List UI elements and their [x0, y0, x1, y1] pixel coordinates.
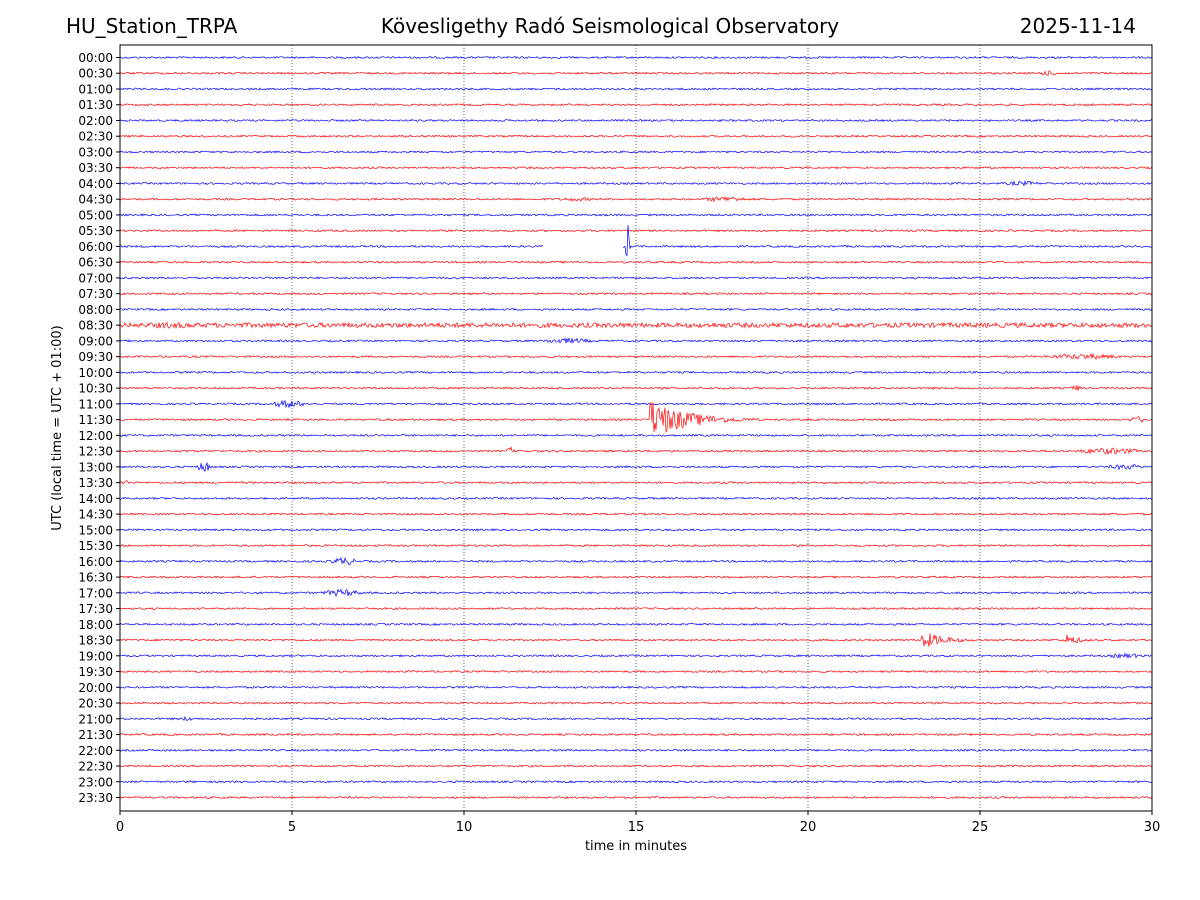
y-tick-label: 21:30	[78, 728, 113, 742]
y-tick-label: 05:30	[78, 224, 113, 238]
y-tick-label: 02:00	[78, 114, 113, 128]
y-tick-label: 17:00	[78, 586, 113, 600]
trace-05-00	[119, 213, 1153, 217]
trace-06-00	[119, 225, 1153, 257]
y-tick-label: 11:00	[78, 397, 113, 411]
trace-11-00	[119, 399, 1153, 408]
y-tick-label: 19:30	[78, 665, 113, 679]
station-title: HU_Station_TRPA	[66, 14, 238, 38]
y-tick-label: 22:30	[78, 760, 113, 774]
y-tick-label: 08:30	[78, 319, 113, 333]
y-tick-label: 12:30	[78, 445, 113, 459]
y-tick-label: 10:30	[78, 382, 113, 396]
trace-13-00	[119, 461, 1153, 472]
y-tick-label: 00:30	[78, 67, 113, 81]
y-tick-label: 06:30	[78, 256, 113, 270]
x-tick-label: 20	[800, 820, 817, 835]
trace-21-30	[119, 732, 1153, 737]
trace-15-00	[119, 528, 1153, 532]
y-tick-label: 07:30	[78, 287, 113, 301]
y-tick-label: 03:30	[78, 161, 113, 175]
y-tick-label: 08:00	[78, 303, 113, 317]
x-tick-label: 25	[972, 820, 989, 835]
x-tick-label: 5	[288, 820, 296, 835]
y-tick-label: 15:00	[78, 523, 113, 537]
y-tick-label: 13:30	[78, 476, 113, 490]
y-tick-label: 16:30	[78, 571, 113, 585]
y-tick-label: 20:00	[78, 681, 113, 695]
y-tick-label: 14:00	[78, 492, 113, 506]
y-tick-label: 04:30	[78, 193, 113, 207]
y-tick-label: 13:00	[78, 460, 113, 474]
trace-21-00	[119, 715, 1153, 722]
y-tick-label: 20:30	[78, 697, 113, 711]
trace-07-00	[119, 276, 1153, 280]
y-tick-label: 04:00	[78, 177, 113, 191]
y-tick-label: 07:00	[78, 271, 113, 285]
x-tick-label: 0	[116, 820, 124, 835]
y-tick-label: 16:00	[78, 555, 113, 569]
x-axis-label: time in minutes	[585, 839, 687, 854]
x-tick-label: 15	[628, 820, 645, 835]
y-tick-label: 09:00	[78, 334, 113, 348]
y-tick-label: 09:30	[78, 350, 113, 364]
y-tick-label: 18:30	[78, 634, 113, 648]
trace-13-30	[119, 480, 1153, 485]
trace-00-30	[119, 70, 1153, 76]
trace-04-30	[119, 196, 1153, 203]
y-tick-label: 22:00	[78, 744, 113, 758]
trace-18-30	[119, 633, 1153, 647]
trace-19-00	[119, 652, 1153, 660]
y-tick-label: 05:00	[78, 208, 113, 222]
y-tick-label: 19:00	[78, 649, 113, 663]
trace-19-30	[119, 669, 1153, 674]
y-tick-label: 15:30	[78, 539, 113, 553]
y-tick-label: 17:30	[78, 602, 113, 616]
y-tick-label: 14:30	[78, 508, 113, 522]
trace-15-30	[119, 543, 1153, 548]
x-tick-label: 30	[1144, 820, 1161, 835]
trace-09-00	[119, 337, 1153, 344]
y-tick-label: 11:30	[78, 413, 113, 427]
trace-03-00	[119, 150, 1153, 154]
trace-08-30	[119, 321, 1153, 330]
y-tick-label: 21:00	[78, 712, 113, 726]
y-tick-label: 23:00	[78, 775, 113, 789]
y-tick-label: 00:00	[78, 51, 113, 65]
x-tick-label: 10	[456, 820, 473, 835]
trace-01-00	[119, 87, 1153, 91]
y-tick-label: 10:00	[78, 366, 113, 380]
y-tick-label: 18:00	[78, 618, 113, 632]
grid-layer	[291, 45, 981, 811]
y-tick-label: 06:00	[78, 240, 113, 254]
x-axis: 0 5 10 15 20 25 30	[116, 811, 1160, 835]
y-tick-label: 23:30	[78, 791, 113, 805]
y-tick-label: 03:00	[78, 145, 113, 159]
y-tick-label: 02:30	[78, 130, 113, 144]
y-tick-label: 01:00	[78, 82, 113, 96]
trace-23-00	[119, 780, 1153, 784]
trace-17-00	[119, 588, 1153, 598]
y-axis-label: UTC (local time = UTC + 01:00)	[50, 325, 65, 530]
y-tick-label: 12:00	[78, 429, 113, 443]
observatory-title: Kövesligethy Radó Seismological Observat…	[380, 14, 840, 38]
trace-03-30	[119, 166, 1153, 170]
date-title: 2025-11-14	[1019, 14, 1136, 38]
y-tick-label: 01:30	[78, 98, 113, 112]
